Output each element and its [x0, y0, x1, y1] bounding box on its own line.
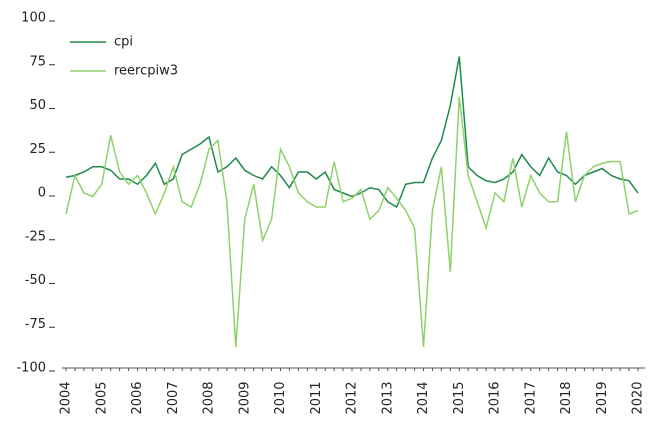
x-tick-label: 2012: [345, 381, 360, 414]
x-tick-label: 2013: [380, 381, 395, 414]
x-tick-label: 2011: [309, 381, 324, 414]
y-tick-label: -100: [16, 361, 46, 376]
x-tick-label: 2018: [559, 381, 574, 414]
x-tick-label: 2004: [59, 381, 74, 414]
x-tick-label: 2005: [94, 381, 109, 414]
series-line: [65, 96, 639, 348]
x-tick-label: 2006: [130, 381, 145, 414]
y-tick-label: 75: [29, 54, 46, 69]
y-tick-label: 25: [29, 142, 46, 157]
x-tick-label: 2014: [416, 381, 431, 414]
y-tick-label: -75: [25, 317, 46, 332]
y-tick-label: -25: [25, 229, 46, 244]
x-tick-label: 2008: [202, 381, 217, 414]
y-tick-label: 100: [21, 11, 46, 26]
y-tick-label: 0: [38, 186, 46, 201]
x-tick-label: 2015: [452, 381, 467, 414]
x-tick-label: 2019: [595, 381, 610, 414]
y-tick-label: -50: [25, 273, 46, 288]
legend-label: cpi: [114, 35, 133, 50]
x-tick-label: 2009: [237, 381, 252, 414]
x-tick-label: 2007: [166, 381, 181, 414]
x-tick-label: 2020: [631, 381, 646, 414]
x-tick-label: 2010: [273, 381, 288, 414]
series-line: [65, 56, 639, 209]
legend-label: reercpiw3: [114, 64, 178, 79]
x-tick-label: 2016: [488, 381, 503, 414]
y-tick-label: 50: [29, 98, 46, 113]
x-tick-label: 2017: [523, 381, 538, 414]
